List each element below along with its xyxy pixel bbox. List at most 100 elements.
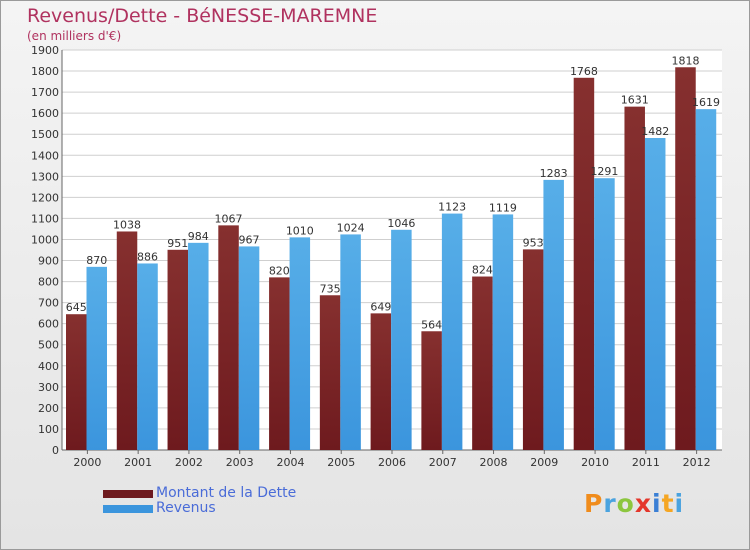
y-tick-label: 1400 xyxy=(31,149,59,162)
chart-subtitle: (en milliers d'€) xyxy=(27,29,122,43)
legend-swatch-revenus xyxy=(103,505,153,513)
bar-revenus xyxy=(391,229,412,450)
y-tick-label: 1500 xyxy=(31,128,59,141)
data-label-dette: 735 xyxy=(320,282,341,295)
y-tick-label: 900 xyxy=(38,255,59,268)
proxiti-logo: Proxiti xyxy=(584,489,684,518)
y-tick-label: 1800 xyxy=(31,65,59,78)
bar-dette xyxy=(66,314,87,450)
data-label-dette: 953 xyxy=(523,236,544,249)
data-label-dette: 951 xyxy=(167,237,188,250)
x-tick-label: 2012 xyxy=(683,456,711,469)
bar-revenus xyxy=(137,263,158,450)
x-tick-label: 2000 xyxy=(73,456,101,469)
y-tick-label: 1700 xyxy=(31,86,59,99)
x-tick-label: 2004 xyxy=(276,456,304,469)
logo-letter: r xyxy=(603,489,617,518)
bar-dette xyxy=(218,225,239,450)
bar-dette xyxy=(624,106,645,450)
bar-revenus xyxy=(492,214,514,450)
bar-dette xyxy=(370,313,392,450)
bar-revenus xyxy=(289,237,311,450)
data-label-revenus: 1619 xyxy=(692,96,720,109)
bar-revenus xyxy=(441,213,463,450)
data-label-dette: 645 xyxy=(66,301,87,314)
bar-dette xyxy=(421,331,442,450)
bar-dette xyxy=(167,249,189,450)
x-tick-label: 2001 xyxy=(124,456,152,469)
x-tick-label: 2009 xyxy=(530,456,558,469)
data-label-dette: 824 xyxy=(472,264,493,277)
y-tick-label: 1600 xyxy=(31,107,59,120)
x-tick-label: 2011 xyxy=(632,456,660,469)
bar-dette xyxy=(573,77,595,450)
bar-dette xyxy=(675,67,696,451)
y-tick-label: 500 xyxy=(38,339,59,352)
x-tick-label: 2005 xyxy=(327,456,355,469)
x-tick-label: 2003 xyxy=(226,456,254,469)
y-tick-label: 800 xyxy=(38,276,59,289)
y-tick-label: 300 xyxy=(38,381,59,394)
bar-dette xyxy=(472,276,493,450)
y-tick-label: 400 xyxy=(38,360,59,373)
legend-swatch-dette xyxy=(103,490,153,498)
data-label-dette: 1038 xyxy=(113,218,141,231)
data-label-dette: 1768 xyxy=(570,65,598,78)
x-tick-label: 2002 xyxy=(175,456,203,469)
data-label-revenus: 1010 xyxy=(286,224,314,237)
data-label-revenus: 984 xyxy=(188,230,209,243)
x-tick-label: 2008 xyxy=(480,456,508,469)
bar-dette xyxy=(269,277,290,450)
y-tick-label: 1100 xyxy=(31,212,59,225)
bar-revenus xyxy=(543,179,564,451)
bar-dette xyxy=(116,231,138,450)
bar-revenus xyxy=(594,178,615,451)
y-tick-label: 700 xyxy=(38,297,59,310)
legend-label-revenus: Revenus xyxy=(156,500,216,516)
data-label-revenus: 1482 xyxy=(641,125,669,138)
y-tick-label: 1200 xyxy=(31,191,59,204)
data-label-dette: 1631 xyxy=(621,94,649,107)
data-label-dette: 820 xyxy=(269,264,290,277)
logo-letter: x xyxy=(634,489,652,518)
bar-revenus xyxy=(238,246,260,450)
data-label-revenus: 967 xyxy=(239,233,260,246)
y-tick-label: 1900 xyxy=(31,44,59,57)
logo-letter: o xyxy=(616,489,635,518)
bar-revenus xyxy=(695,109,717,450)
data-label-dette: 564 xyxy=(421,318,442,331)
logo-letter: i xyxy=(674,489,685,518)
y-tick-label: 600 xyxy=(38,318,59,331)
logo-letter: t xyxy=(661,489,675,518)
legend-label-dette: Montant de la Dette xyxy=(156,485,297,501)
y-tick-label: 200 xyxy=(38,402,59,415)
bar-revenus xyxy=(86,266,107,450)
data-label-revenus: 870 xyxy=(86,254,107,267)
y-tick-label: 100 xyxy=(38,423,59,436)
bar-dette xyxy=(522,249,544,450)
data-label-revenus: 1024 xyxy=(337,221,365,234)
data-label-dette: 1067 xyxy=(215,212,243,225)
bar-dette xyxy=(319,295,341,450)
y-tick-label: 1300 xyxy=(31,170,59,183)
data-label-dette: 649 xyxy=(370,300,391,313)
data-label-revenus: 886 xyxy=(137,250,158,263)
bar-revenus xyxy=(644,138,666,450)
data-label-revenus: 1046 xyxy=(387,217,415,230)
x-tick-label: 2010 xyxy=(581,456,609,469)
y-tick-label: 0 xyxy=(52,444,59,457)
x-tick-label: 2006 xyxy=(378,456,406,469)
data-label-revenus: 1291 xyxy=(590,165,618,178)
x-tick-label: 2007 xyxy=(429,456,457,469)
data-label-dette: 1818 xyxy=(671,54,699,67)
data-label-revenus: 1283 xyxy=(540,167,568,180)
bar-revenus xyxy=(340,234,361,450)
bar-revenus xyxy=(188,242,209,450)
y-tick-label: 1000 xyxy=(31,233,59,246)
data-label-revenus: 1119 xyxy=(489,201,517,214)
chart-title: Revenus/Dette - BéNESSE-MAREMNE xyxy=(27,5,378,27)
data-label-revenus: 1123 xyxy=(438,201,466,214)
logo-letter: P xyxy=(584,489,604,518)
